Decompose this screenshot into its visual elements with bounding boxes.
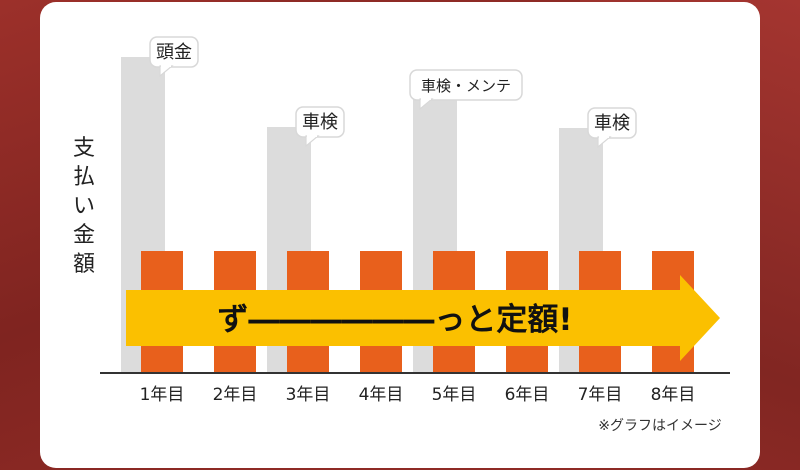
x-tick-label-3: 3年目 <box>286 385 331 405</box>
callout-text-4: 車検 <box>594 113 630 134</box>
image-note: ※グラフはイメージ <box>598 418 721 434</box>
y-label-char-5: 額 <box>73 252 95 277</box>
fixed-rate-arrow: ず――――――っと定額! <box>126 275 720 361</box>
y-label-char-3: い <box>73 194 95 219</box>
callout-tail-2 <box>305 135 320 148</box>
x-tick-label-2: 2年目 <box>213 385 258 405</box>
callout-tail-1 <box>159 65 174 78</box>
callout-bubble-3 <box>409 69 523 101</box>
x-tick-label-5: 5年目 <box>432 385 477 405</box>
x-tick-label-7: 7年目 <box>578 385 623 405</box>
arrow-shape <box>126 275 720 361</box>
chart-card: ず――――――っと定額! 頭金車検 車検・メンテ車検 1年目 2年目 3年目 4年目 5年… <box>40 2 760 468</box>
x-axis-labels: 1年目 2年目 3年目 4年目 5年目 6年目 7年目 8年目 <box>140 385 696 405</box>
callout-bubble-2 <box>295 106 345 138</box>
y-label-char-4: 金 <box>73 223 95 248</box>
callout-text-1: 頭金 <box>156 42 192 63</box>
callout-text-2: 車検 <box>302 112 338 133</box>
callout-text-3: 車検・メンテ <box>421 77 511 95</box>
callout-bubble-4 <box>587 107 637 139</box>
x-tick-label-6: 6年目 <box>505 385 550 405</box>
y-label-char-1: 支 <box>73 136 95 161</box>
x-tick-label-8: 8年目 <box>651 385 696 405</box>
arrow-banner-text: ず――――――っと定額! <box>217 302 572 338</box>
callout-tail-4 <box>597 136 612 149</box>
x-tick-label-1: 1年目 <box>140 385 185 405</box>
x-tick-label-4: 4年目 <box>359 385 404 405</box>
callout-bubble-1 <box>149 36 199 68</box>
y-label-char-2: 払 <box>73 165 95 190</box>
